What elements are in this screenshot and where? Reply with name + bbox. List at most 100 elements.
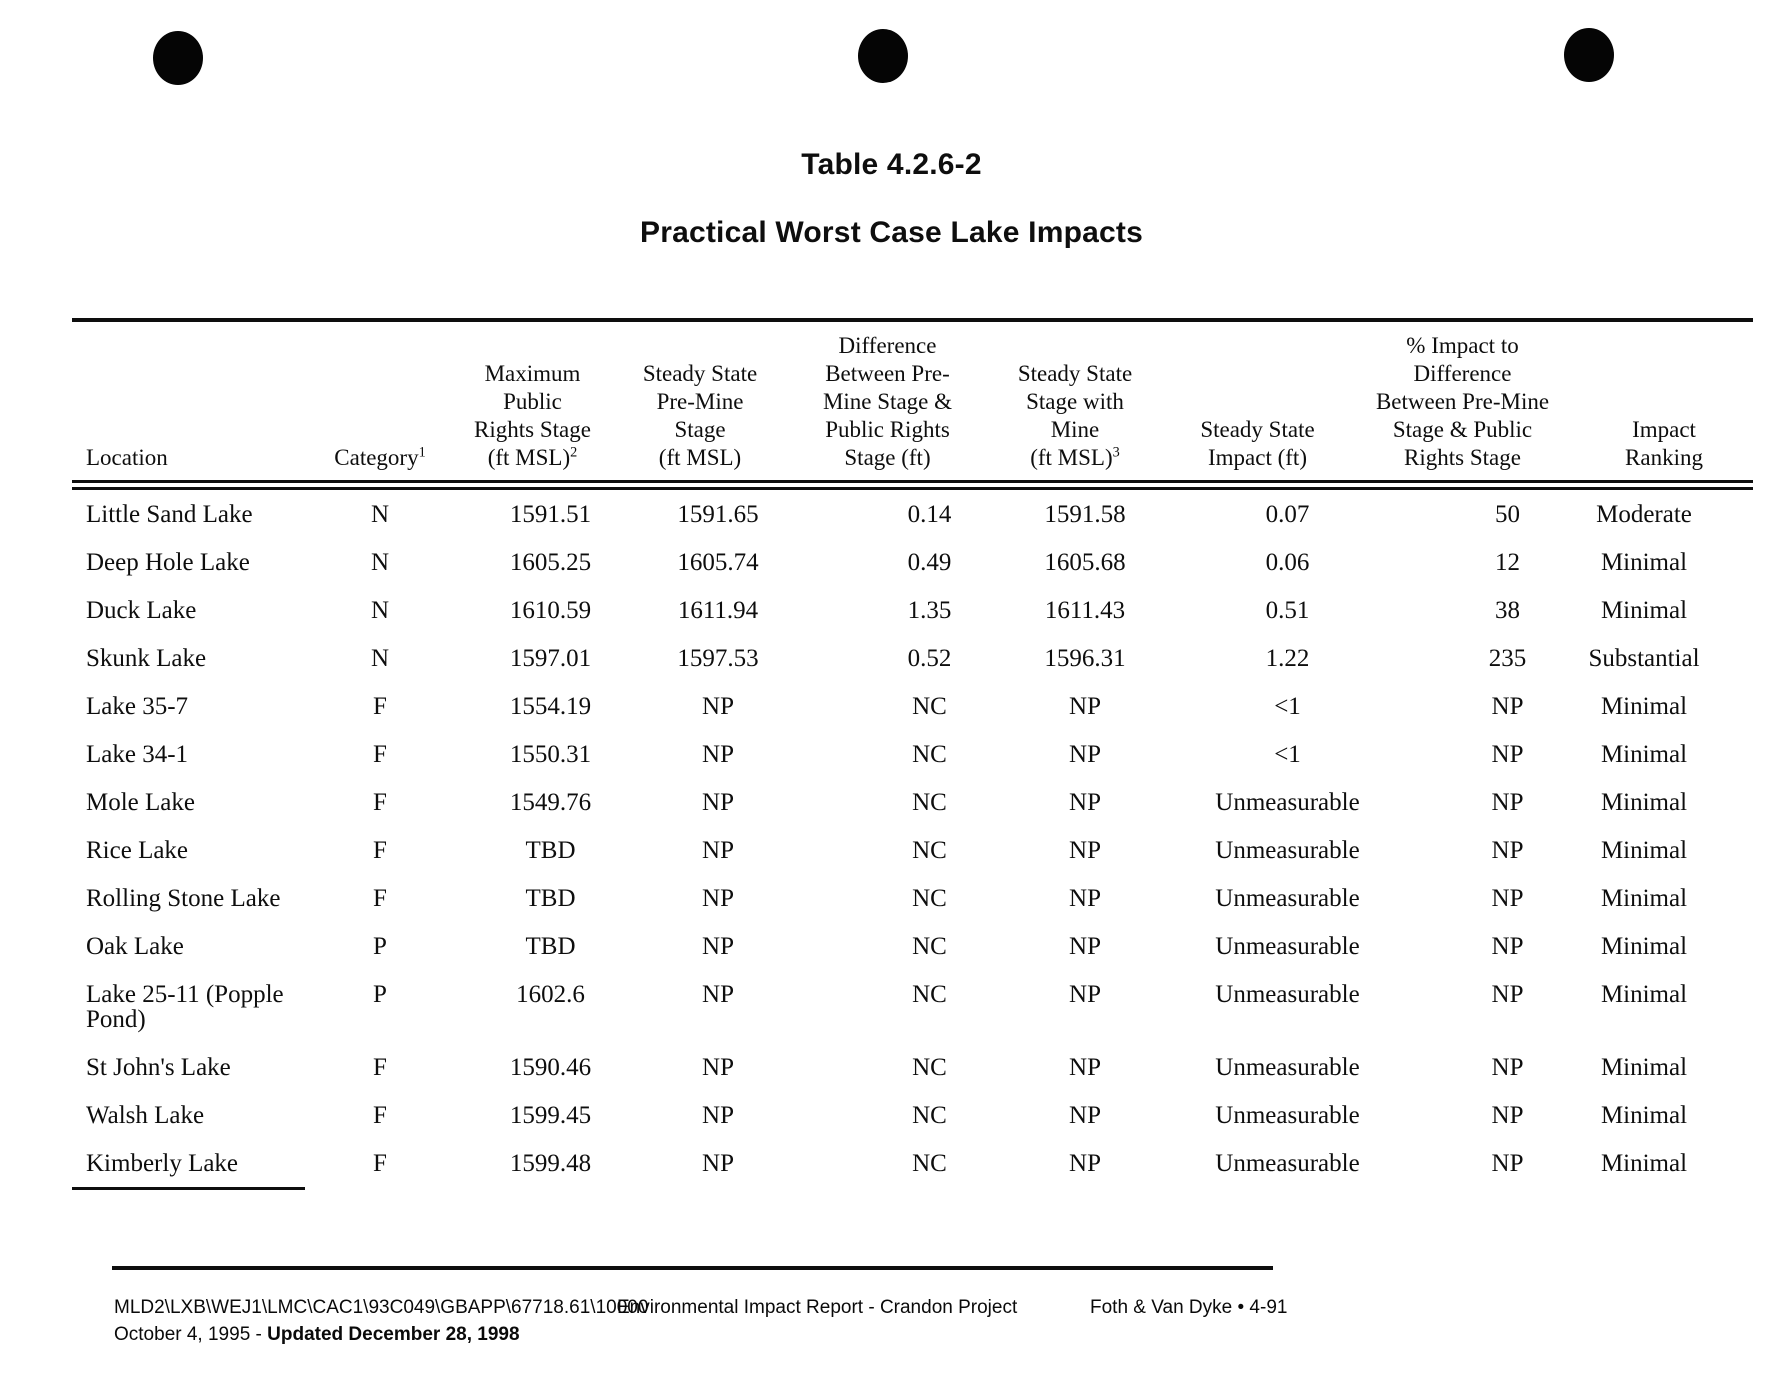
table-cell: NP: [1069, 789, 1101, 816]
table-cell: 0.51: [1265, 597, 1310, 624]
table-cell: Minimal: [1600, 933, 1688, 960]
binder-hole-icon: [1564, 28, 1614, 82]
table-cell: NP: [1491, 837, 1524, 864]
table-cell: F: [373, 741, 387, 768]
table-cell: F: [373, 1102, 387, 1129]
table-row: Rice Lake F TBD NP NC NP Unmeasurable NP Minimal: [72, 826, 1753, 874]
table-cell: 0.07: [1265, 501, 1310, 528]
table-cell: F: [373, 1054, 387, 1081]
table-cell: Minimal: [1600, 597, 1688, 624]
table-cell: F: [373, 1150, 387, 1177]
table-number-title: Table 4.2.6-2: [801, 148, 982, 181]
table-cell: NP: [1491, 741, 1524, 768]
table-cell: Unmeasurable: [1215, 885, 1360, 912]
table-cell: 1591.51: [509, 501, 592, 528]
table-cell: 1591.65: [677, 501, 759, 528]
document-file-path: MLD2\LXB\WEJ1\LMC\CAC1\93C049\GBAPP\6771…: [114, 1297, 649, 1318]
table-cell: Minimal: [1600, 981, 1688, 1008]
table-cell: Minimal: [1600, 1102, 1688, 1129]
table-cell: 50: [1495, 501, 1520, 528]
table-cell: NP: [702, 1054, 734, 1081]
table-cell: Unmeasurable: [1215, 933, 1360, 960]
lake-impacts-table: Location Category1 Maximum Public Rights Sta…: [72, 318, 1753, 1190]
table-cell: TBD: [525, 837, 576, 864]
table-cell: 0.49: [907, 549, 952, 576]
table-row: Rolling Stone Lake F TBD NP NC NP Unmeasurable…: [72, 874, 1753, 922]
table-cell: 1549.76: [509, 789, 592, 816]
table-cell: 1597.01: [509, 645, 592, 672]
table-cell: 0.52: [907, 645, 952, 672]
footer-date: October 4, 1995 -: [114, 1324, 268, 1345]
table-cell: Minimal: [1600, 1150, 1688, 1177]
table-cell: 38: [1495, 597, 1520, 624]
table-cell: NP: [1069, 837, 1101, 864]
table-cell: Skunk Lake: [86, 645, 207, 672]
table-cell: N: [370, 501, 390, 528]
column-header-difference-pre-mine-public-rights: Difference Between Pre- Mine Stage & Public…: [790, 320, 985, 490]
column-header-steady-state-impact: Steady State Impact (ft): [1165, 320, 1350, 490]
table-cell: P: [373, 981, 387, 1008]
table-cell: TBD: [525, 933, 576, 960]
table-cell: N: [370, 645, 390, 672]
table-header-row: Location Category1 Maximum Public Rights Sta…: [72, 320, 1753, 490]
table-cell: 1605.68: [1044, 549, 1126, 576]
table-cell: Minimal: [1600, 693, 1688, 720]
table-cell: Unmeasurable: [1215, 981, 1360, 1008]
table-cell: Lake 25-11 (Popple Pond): [86, 981, 284, 1033]
table-cell: Moderate: [1596, 501, 1692, 528]
table-cell: Unmeasurable: [1215, 789, 1360, 816]
table-cell: 1554.19: [509, 693, 592, 720]
table-row: Deep Hole Lake N 1605.25 1605.74 0.49 1605.68…: [72, 538, 1753, 586]
table-cell: 1599.45: [509, 1102, 592, 1129]
column-header-max-public-rights-stage: Maximum Public Rights Stage (ft MSL)2: [455, 320, 610, 490]
table-cell: NP: [702, 837, 734, 864]
table-cell: Minimal: [1600, 789, 1688, 816]
table-cell: TBD: [525, 885, 576, 912]
column-header-category: Category1: [305, 320, 455, 490]
table-row: Oak Lake P TBD NP NC NP Unmeasurable NP Minimal: [72, 922, 1753, 970]
table-cell: St John's Lake: [86, 1054, 231, 1081]
binder-hole-icon: [153, 31, 203, 85]
table-cell: NP: [702, 981, 734, 1008]
table-cell: NP: [1491, 981, 1524, 1008]
table-cell: Minimal: [1600, 741, 1688, 768]
table-cell: Minimal: [1600, 837, 1688, 864]
table-cell: 1599.48: [509, 1150, 592, 1177]
table-cell: NP: [1491, 789, 1524, 816]
table-cell: NC: [912, 741, 947, 768]
table-cell: NP: [1491, 693, 1524, 720]
table-cell: NC: [912, 1054, 947, 1081]
table-cell: 1.35: [907, 597, 952, 624]
table-cell: <1: [1274, 741, 1301, 768]
table-cell: Minimal: [1600, 549, 1688, 576]
table-header: Location Category1 Maximum Public Rights Sta…: [72, 320, 1753, 490]
table-cell: Mole Lake: [86, 789, 195, 816]
table-cell: Minimal: [1600, 1054, 1688, 1081]
table-body: Little Sand Lake N 1591.51 1591.65 0.14 1591.…: [72, 485, 1753, 1190]
table-cell: NP: [1069, 1102, 1101, 1129]
table-cell: Unmeasurable: [1215, 837, 1360, 864]
table-cell: 1610.59: [509, 597, 592, 624]
table-cell: NP: [702, 885, 734, 912]
table-cell: NP: [702, 1102, 734, 1129]
table-cell: NC: [912, 693, 947, 720]
table-row: Little Sand Lake N 1591.51 1591.65 0.14 1591.…: [72, 485, 1753, 538]
table-cell: NP: [702, 741, 734, 768]
table-cell: NC: [912, 933, 947, 960]
table-cell: NC: [912, 837, 947, 864]
table-cell: Substantial: [1588, 645, 1700, 672]
table-cell: 1.22: [1265, 645, 1310, 672]
table-cell: NP: [1069, 693, 1101, 720]
table-cell: Duck Lake: [86, 597, 197, 624]
table-row: St John's Lake F 1590.46 NP NC NP Unmeasurable…: [72, 1043, 1753, 1091]
table-cell: Walsh Lake: [86, 1102, 205, 1129]
table-cell: N: [370, 549, 390, 576]
table-cell: NP: [1069, 981, 1101, 1008]
column-header-impact-ranking: Impact Ranking: [1575, 320, 1753, 490]
table-row: Mole Lake F 1549.76 NP NC NP Unmeasurable NP Min…: [72, 778, 1753, 826]
table-cell: P: [373, 933, 387, 960]
table-row: Walsh Lake F 1599.45 NP NC NP Unmeasurable NP Mi…: [72, 1091, 1753, 1139]
column-header-steady-state-pre-mine: Steady State Pre-Mine Stage (ft MSL): [610, 320, 790, 490]
table-row: Lake 25-11 (Popple Pond) P 1602.6 NP NC NP Unm…: [72, 970, 1753, 1043]
table-cell: N: [370, 597, 390, 624]
